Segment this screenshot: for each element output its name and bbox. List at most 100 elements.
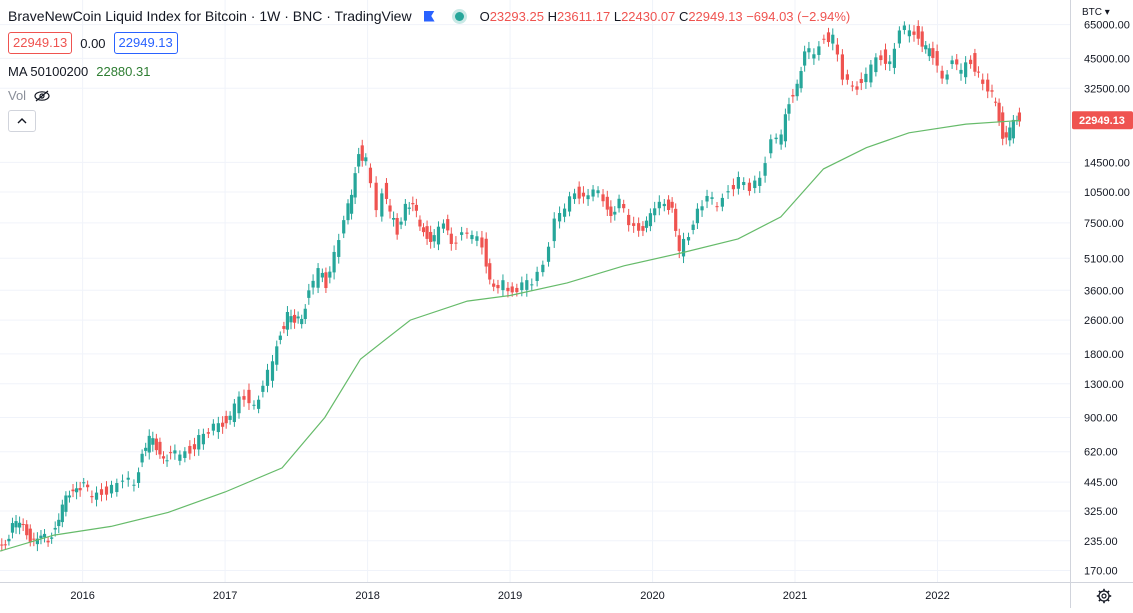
candle-down	[188, 440, 192, 460]
candle-up	[541, 260, 545, 277]
candle-body	[178, 454, 182, 461]
candle-body	[307, 290, 311, 298]
candle-up	[307, 283, 311, 305]
candle-down	[506, 281, 510, 298]
candle-down	[425, 220, 429, 245]
candle-up	[432, 229, 436, 248]
candle-up	[648, 208, 653, 232]
ma-label[interactable]: MA 50100200	[8, 64, 89, 79]
candle-up	[799, 66, 803, 93]
eye-off-icon[interactable]	[34, 90, 50, 102]
candle-up	[311, 274, 315, 295]
change-value: −694.03 (−2.94%)	[746, 8, 851, 24]
candle-up	[546, 242, 551, 267]
candle-body	[591, 189, 595, 197]
flag-icon[interactable]	[423, 10, 435, 22]
y-tick-label: 10500.00	[1084, 187, 1130, 199]
candle-up	[342, 215, 346, 239]
candle-up	[337, 233, 341, 264]
candle-body	[924, 45, 928, 50]
candle-down	[840, 49, 844, 86]
candle-body	[3, 544, 7, 546]
candle-body	[577, 186, 581, 199]
candle-down	[601, 189, 605, 207]
candle-body	[60, 504, 64, 523]
chevron-up-icon[interactable]	[8, 110, 36, 132]
candle-down	[324, 267, 328, 293]
candle-down	[414, 198, 418, 218]
candle-body	[959, 69, 963, 74]
candle-down	[916, 20, 920, 45]
candle-up	[173, 444, 177, 460]
candle-up	[807, 41, 811, 60]
candle-body	[480, 237, 484, 248]
candle-body	[303, 308, 307, 320]
candle-up	[710, 191, 714, 205]
candle-down	[1017, 107, 1022, 127]
candle-body	[581, 192, 586, 197]
candle-body	[596, 190, 600, 194]
candle-down	[418, 215, 422, 231]
candle-down	[282, 321, 286, 334]
candle-body	[285, 311, 290, 330]
candle-up	[136, 467, 141, 488]
candle-body	[126, 477, 130, 480]
candle-down	[883, 43, 888, 71]
candle-up	[783, 108, 788, 148]
candle-body	[681, 238, 686, 257]
candle-up	[151, 431, 155, 452]
candle-down	[859, 72, 863, 91]
candle-down	[465, 227, 469, 239]
candle-body	[357, 154, 361, 167]
candle-body	[997, 102, 1001, 122]
candle-body	[201, 433, 205, 445]
candle-up	[530, 278, 534, 291]
gear-icon[interactable]	[1096, 588, 1112, 604]
candle-up	[109, 480, 114, 498]
candle-body	[492, 283, 496, 287]
candle-body	[617, 198, 621, 209]
candle-body	[265, 369, 270, 386]
candle-up	[165, 454, 169, 467]
candle-down	[449, 227, 453, 251]
candle-body	[1001, 112, 1005, 139]
candle-body	[0, 544, 4, 546]
candle-body	[869, 64, 873, 83]
candle-body	[136, 472, 141, 483]
candle-up	[591, 185, 595, 202]
candle-body	[644, 220, 649, 228]
candle-down	[71, 484, 75, 498]
candle-body	[931, 48, 935, 58]
candle-body	[342, 220, 346, 234]
candle-body	[216, 423, 220, 433]
candle-body	[261, 385, 265, 392]
candle-up	[285, 306, 290, 337]
candle-body	[557, 213, 562, 222]
candle-body	[17, 522, 22, 528]
candle-up	[256, 395, 261, 414]
candle-body	[586, 195, 590, 200]
buy-button[interactable]: 22949.13	[113, 32, 178, 54]
candle-body	[282, 326, 286, 329]
candle-up	[742, 177, 746, 191]
candle-body	[197, 435, 201, 450]
candle-down	[510, 282, 514, 297]
candle-up	[726, 185, 730, 199]
candle-down	[845, 69, 849, 85]
vol-label[interactable]: Vol	[8, 88, 27, 103]
candle-body	[46, 540, 50, 543]
candle-body	[691, 224, 695, 230]
candle-body	[525, 280, 529, 290]
candle-up	[787, 97, 791, 121]
candle-up	[686, 232, 691, 246]
candle-down	[835, 38, 840, 62]
candle-down	[855, 81, 859, 96]
sell-button[interactable]: 22949.13	[8, 32, 73, 54]
candle-body	[460, 232, 464, 235]
candle-up	[874, 53, 878, 77]
candle-down	[411, 196, 415, 212]
y-tick-label: 1800.00	[1084, 349, 1124, 361]
candle-body	[384, 182, 389, 199]
